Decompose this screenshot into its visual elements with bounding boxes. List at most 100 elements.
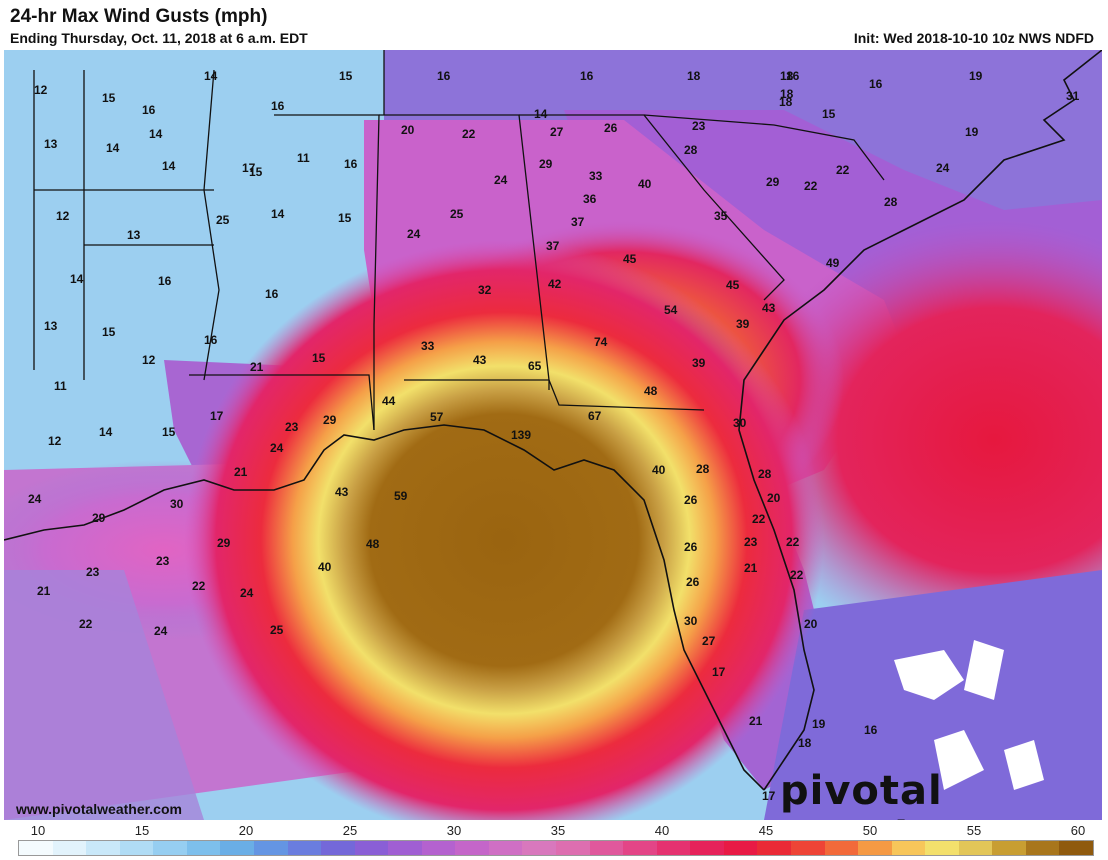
gust-value-label: 12	[142, 353, 156, 367]
legend-color-swatch	[153, 841, 187, 855]
gust-value-label: 43	[335, 485, 349, 499]
gust-value-label: 19	[812, 717, 826, 731]
gust-value-label: 25	[450, 207, 464, 221]
gust-value-label: 48	[644, 384, 658, 398]
color-legend: 10 15 20 25 30 35 40 45 50 55 60	[4, 820, 1102, 857]
legend-tick-label: 20	[238, 823, 254, 838]
gust-value-label: 22	[836, 163, 850, 177]
gust-value-label: 27	[550, 125, 564, 139]
gust-value-label: 26	[684, 540, 698, 554]
gust-value-label: 21	[234, 465, 248, 479]
gust-value-label: 39	[692, 356, 706, 370]
gust-value-label: 40	[318, 560, 332, 574]
gust-value-label: 24	[28, 492, 42, 506]
north-carolina-south-border	[643, 114, 885, 181]
gust-value-label: 45	[623, 252, 637, 266]
gust-value-label: 13	[127, 228, 141, 242]
gust-value-label: 16	[864, 723, 878, 737]
gust-value-label: 35	[714, 209, 728, 223]
gust-value-label: 23	[692, 119, 706, 133]
gust-value-label: 21	[749, 714, 763, 728]
gust-value-label: 24	[154, 624, 168, 638]
gust-value-label: 43	[473, 353, 487, 367]
gust-value-label: 29	[217, 536, 231, 550]
gust-value-label: 18	[780, 69, 794, 83]
legend-tick-label: 15	[134, 823, 150, 838]
gust-value-label: 45	[726, 278, 740, 292]
state-boundaries	[33, 50, 885, 431]
legend-color-swatch	[220, 841, 254, 855]
gust-value-label: 14	[70, 272, 84, 286]
gust-value-label: 16	[158, 274, 172, 288]
legend-color-swatch	[421, 841, 456, 855]
georgia-east-border	[519, 114, 785, 301]
legend-tick-label: 55	[966, 823, 982, 838]
gust-value-label: 20	[767, 491, 781, 505]
gust-value-label: 43	[762, 301, 776, 315]
gust-value-label: 30	[170, 497, 184, 511]
gust-value-label: 23	[744, 535, 758, 549]
gust-value-label: 21	[744, 561, 758, 575]
legend-tick-label: 30	[446, 823, 462, 838]
gust-value-label: 29	[766, 175, 780, 189]
wind-gust-map: 12 14 15 16 16 16 14 18 18 19 15 16 16 18 16 31 13 14 14 17…	[4, 50, 1102, 820]
legend-color-swatch	[623, 841, 657, 855]
coastline	[4, 50, 1102, 791]
gust-value-label: 16	[344, 157, 358, 171]
gust-value-label: 26	[684, 493, 698, 507]
legend-color-swatch	[891, 841, 926, 855]
legend-tick-label: 25	[342, 823, 358, 838]
gust-value-label: 59	[394, 489, 408, 503]
gust-value-label: 24	[240, 586, 254, 600]
gust-value-label: 16	[265, 287, 279, 301]
legend-color-swatch	[1059, 841, 1093, 855]
gust-value-label: 15	[338, 211, 352, 225]
gust-value-label: 12	[56, 209, 70, 223]
legend-color-swatch	[723, 841, 758, 855]
gust-value-label: 31	[1066, 89, 1080, 103]
atlantic-coast	[738, 50, 1102, 791]
gust-value-label: 57	[430, 410, 444, 424]
legend-color-swatch	[321, 841, 355, 855]
gust-value-label: 11	[54, 379, 67, 393]
legend-color-swatch	[19, 841, 53, 855]
gust-value-label: 22	[752, 512, 766, 526]
gust-value-label: 65	[528, 359, 542, 373]
gust-value-label: 24	[270, 441, 284, 455]
website-credit: www.pivotalweather.com	[16, 801, 182, 817]
gust-value-label: 14	[106, 141, 120, 155]
map-title: 24-hr Max Wind Gusts (mph)	[10, 6, 268, 27]
gust-value-label: 14	[204, 69, 218, 83]
gust-value-label: 14	[149, 127, 163, 141]
map-valid-time: Ending Thursday, Oct. 11, 2018 at 6 a.m.…	[10, 30, 308, 46]
gust-value-label: 37	[546, 239, 560, 253]
legend-color-swatch	[992, 841, 1026, 855]
legend-color-swatch	[388, 841, 422, 855]
gulf-coast	[4, 424, 765, 791]
gust-value-label: 28	[696, 462, 710, 476]
legend-color-swatch	[690, 841, 724, 855]
region-calm-patches	[894, 640, 1044, 790]
gust-value-label: 33	[421, 339, 435, 353]
gust-value-label: 18	[779, 95, 793, 109]
gust-value-label: 24	[407, 227, 421, 241]
gust-value-label: 15	[339, 69, 353, 83]
legend-color-swatch	[488, 841, 523, 855]
gust-value-label: 22	[462, 127, 476, 141]
gust-value-label: 26	[604, 121, 618, 135]
gust-value-label: 15	[102, 325, 116, 339]
gust-value-label: 67	[588, 409, 602, 423]
legend-color-swatch	[522, 841, 556, 855]
gust-value-label: 16	[437, 69, 451, 83]
gust-value-label: 40	[652, 463, 666, 477]
gust-value-label: 17	[210, 409, 224, 423]
florida-north-border	[404, 379, 705, 411]
gust-value-label: 16	[204, 333, 218, 347]
gust-value-label: 19	[969, 69, 983, 83]
gust-value-label: 30	[684, 614, 698, 628]
region-hurricane-core	[184, 240, 824, 820]
gust-value-label: 17	[712, 665, 726, 679]
gust-value-label: 15	[162, 425, 176, 439]
gust-value-label: 24	[494, 173, 508, 187]
